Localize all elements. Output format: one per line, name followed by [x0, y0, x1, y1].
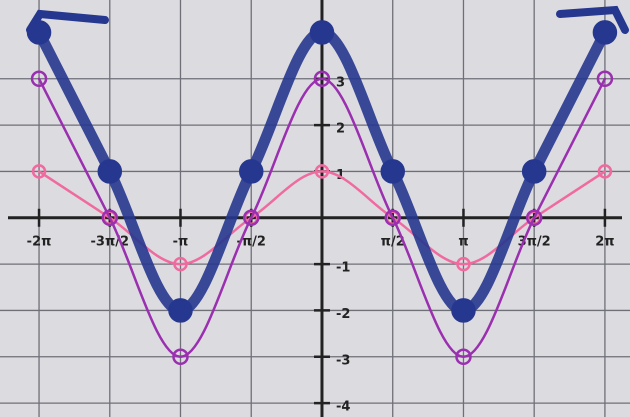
y-tick-label: 2: [336, 122, 345, 137]
x-tick-label: -2π: [27, 234, 52, 249]
data-point: [452, 299, 474, 321]
data-point: [382, 160, 404, 182]
data-point: [311, 21, 333, 43]
y-tick-label: -3: [336, 353, 350, 368]
x-tick-label: 2π: [595, 234, 614, 249]
y-tick-label: -4: [336, 400, 350, 415]
data-point: [523, 160, 545, 182]
x-tick-label: π: [458, 234, 468, 249]
chart: -2π-3π/2-π-π/2π/2π3π/22π-4-3-2-1123: [0, 0, 630, 417]
data-point: [594, 21, 616, 43]
data-point: [169, 299, 191, 321]
data-point: [240, 160, 262, 182]
y-tick-label: -1: [336, 261, 350, 276]
x-tick-label: -π: [173, 234, 189, 249]
y-tick-label: 3: [336, 75, 345, 90]
y-tick-label: -2: [336, 307, 350, 322]
data-point: [99, 160, 121, 182]
